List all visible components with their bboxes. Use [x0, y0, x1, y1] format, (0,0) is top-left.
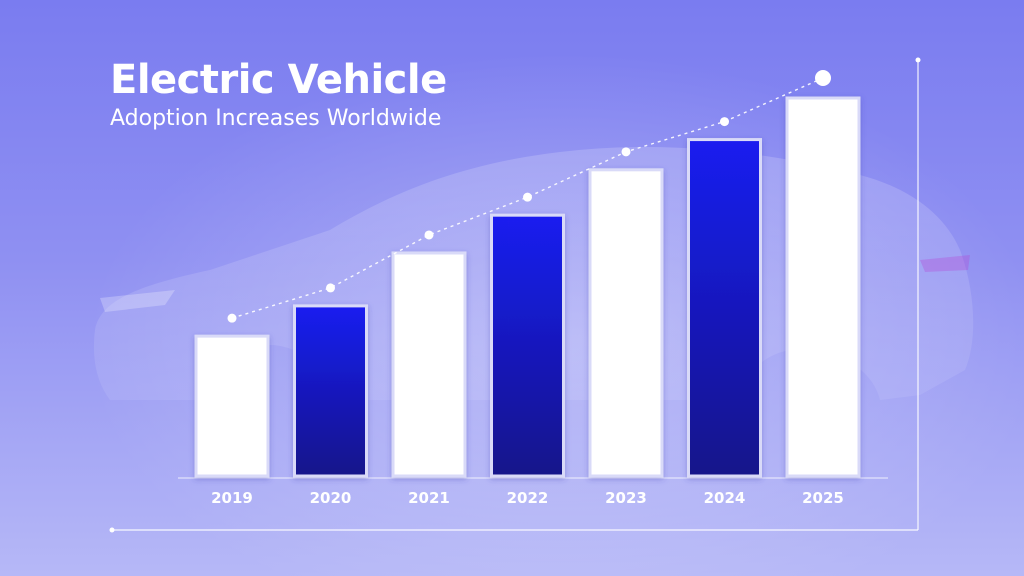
trend-point-2023: [621, 147, 631, 157]
bar-2019: [194, 334, 270, 478]
x-tick-label-2023: 2023: [605, 489, 647, 507]
bar-2023: [588, 168, 664, 478]
trend-point-2024: [720, 117, 729, 127]
bars-group: [194, 96, 861, 478]
trend-point-2022: [523, 192, 532, 202]
x-tick-label-2019: 2019: [211, 489, 253, 507]
chart-title: Electric Vehicle: [110, 57, 447, 103]
bar-2024: [687, 138, 762, 478]
bar-2021: [391, 251, 467, 478]
trend-point-2019: [227, 313, 237, 323]
x-tick-label-2025: 2025: [802, 489, 844, 507]
bar-2025: [785, 96, 861, 478]
x-tick-label-2024: 2024: [704, 489, 746, 507]
x-tick-labels: 2019 2020 2021 2022 2023 2024 2025: [211, 489, 844, 507]
title-block: Electric Vehicle Adoption Increases Worl…: [110, 56, 447, 134]
chart-subtitle: Adoption Increases Worldwide: [110, 106, 442, 131]
x-axis-end-dot: [109, 527, 115, 533]
x-tick-label-2021: 2021: [408, 489, 450, 507]
trend-point-2020: [326, 283, 335, 293]
trend-point-2025: [815, 70, 831, 86]
trend-point-2021: [424, 230, 434, 240]
bar-2020: [293, 304, 368, 478]
bar-2022: [490, 213, 565, 478]
y-axis-end-dot: [915, 57, 921, 63]
x-tick-label-2022: 2022: [507, 489, 549, 507]
x-tick-label-2020: 2020: [310, 489, 352, 507]
trend-line-group: [227, 70, 831, 323]
